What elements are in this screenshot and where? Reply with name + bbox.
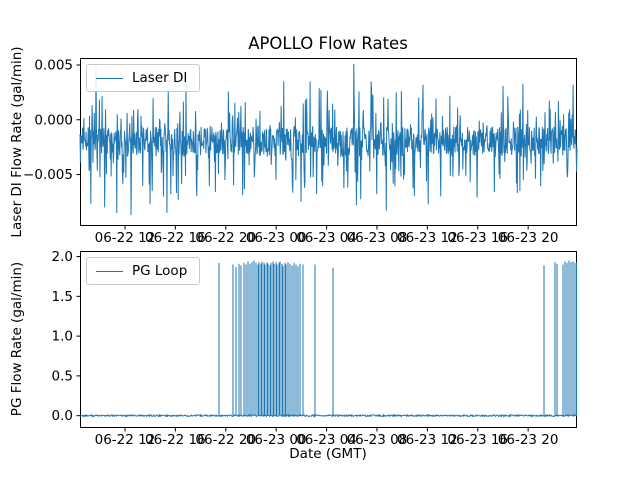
x-tick-label: 06-23 16 xyxy=(447,230,508,246)
y-axis-label-laser-di: Laser DI Flow Rate (gal/min) xyxy=(9,46,25,238)
figure-title: APOLLO Flow Rates xyxy=(248,34,408,53)
x-tick-label: 06-23 08 xyxy=(347,432,408,448)
legend-laser-di: Laser DI xyxy=(86,64,201,92)
x-tick-label: 06-22 20 xyxy=(195,432,256,448)
y-tick-label: 0.000 xyxy=(34,112,73,128)
legend-line-sample-icon xyxy=(96,270,123,272)
x-axis-label: Date (GMT) xyxy=(289,446,367,462)
x-tick-label: 06-23 08 xyxy=(347,230,408,246)
x-tick-label: 06-22 12 xyxy=(95,230,156,246)
legend-label-pg-loop: PG Loop xyxy=(132,263,188,279)
y-tick-label: 0.5 xyxy=(52,368,73,384)
x-tick-label: 06-23 20 xyxy=(498,230,559,246)
legend-label-laser-di: Laser DI xyxy=(132,70,188,86)
pg-loop-line xyxy=(79,260,578,418)
pg-loop-plot-area: 06-22 12 06-22 16 06-22 20 06-23 00 06-23 04… xyxy=(52,249,578,448)
laser-di-line xyxy=(79,63,578,216)
y-tick-label: 0.0 xyxy=(52,408,73,424)
x-tick-label: 06-23 00 xyxy=(246,432,307,448)
x-tick-label: 06-22 12 xyxy=(95,432,156,448)
x-tick-label: 06-23 12 xyxy=(397,230,458,246)
x-tick-label: 06-22 16 xyxy=(145,432,206,448)
y-axis-label-pg-loop: PG Flow Rate (gal/min) xyxy=(9,261,25,417)
x-tick-label: 06-22 20 xyxy=(195,230,256,246)
laser-di-plot-area: 06-22 12 06-22 16 06-22 20 06-23 00 06-23 04… xyxy=(23,58,578,246)
x-tick-label: 06-22 16 xyxy=(145,230,206,246)
legend-pg-loop: PG Loop xyxy=(86,257,201,285)
y-tick-label: 0.005 xyxy=(34,58,73,74)
y-tick-label: 1.0 xyxy=(52,329,73,345)
y-tick-label: 2.0 xyxy=(52,249,73,265)
x-tick-label: 06-23 00 xyxy=(246,230,307,246)
y-tick-label: 1.5 xyxy=(52,289,73,305)
x-tick-label: 06-23 16 xyxy=(447,432,508,448)
y-tick-label: −0.005 xyxy=(23,167,73,183)
x-tick-label: 06-23 04 xyxy=(296,230,357,246)
x-tick-label: 06-23 04 xyxy=(296,432,357,448)
legend-line-sample-icon xyxy=(96,77,123,79)
x-tick-label: 06-23 20 xyxy=(498,432,559,448)
x-tick-label: 06-23 12 xyxy=(397,432,458,448)
